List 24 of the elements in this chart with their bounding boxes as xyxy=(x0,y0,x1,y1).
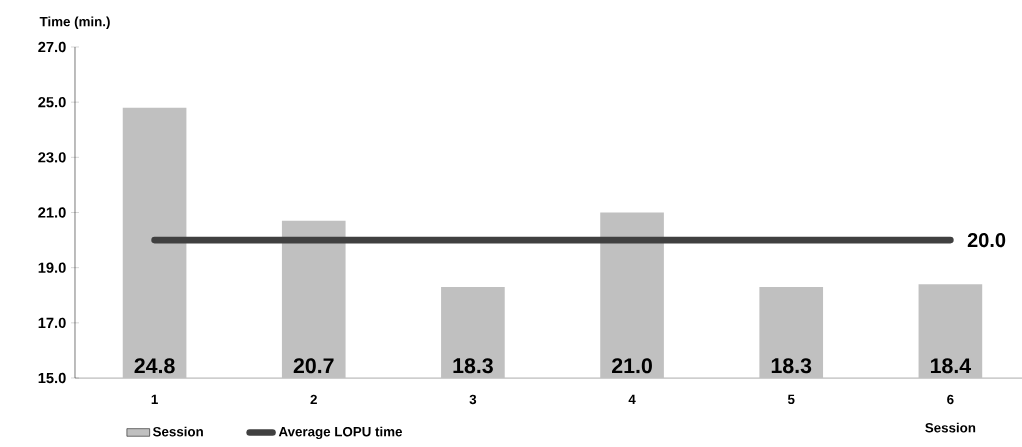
data-label: 24.8 xyxy=(134,358,175,374)
x-tick-label: 4 xyxy=(628,394,636,404)
y-tick-label: 19.0 xyxy=(38,262,66,273)
data-label: 20.0 xyxy=(967,233,1006,248)
y-tick-label: 25.0 xyxy=(38,96,66,108)
data-label: 21.0 xyxy=(612,358,652,374)
x-tick-label: 5 xyxy=(787,394,795,405)
data-label: 18.3 xyxy=(453,358,493,374)
legend-label: Session xyxy=(152,426,203,437)
x-tick-label: 2 xyxy=(310,394,317,405)
data-label: 18.3 xyxy=(771,358,812,374)
x-tick-label: 1 xyxy=(151,394,158,404)
data-label: 20.7 xyxy=(293,358,334,374)
y-tick-label: 17.0 xyxy=(38,317,66,329)
x-tick-label: 3 xyxy=(469,394,477,405)
legend-label: Average LOPU time xyxy=(278,426,402,440)
data-label: 18.4 xyxy=(930,358,972,374)
y-tick-label: 23.0 xyxy=(38,152,66,163)
x-tick-label: 6 xyxy=(947,394,954,405)
y-tick-label: 15.0 xyxy=(38,372,66,384)
y-tick-label: 21.0 xyxy=(38,207,66,218)
y-tick-label: 27.0 xyxy=(38,41,66,53)
y-axis-title: Time (min.) xyxy=(39,16,110,29)
x-axis-title: Session xyxy=(925,422,976,433)
